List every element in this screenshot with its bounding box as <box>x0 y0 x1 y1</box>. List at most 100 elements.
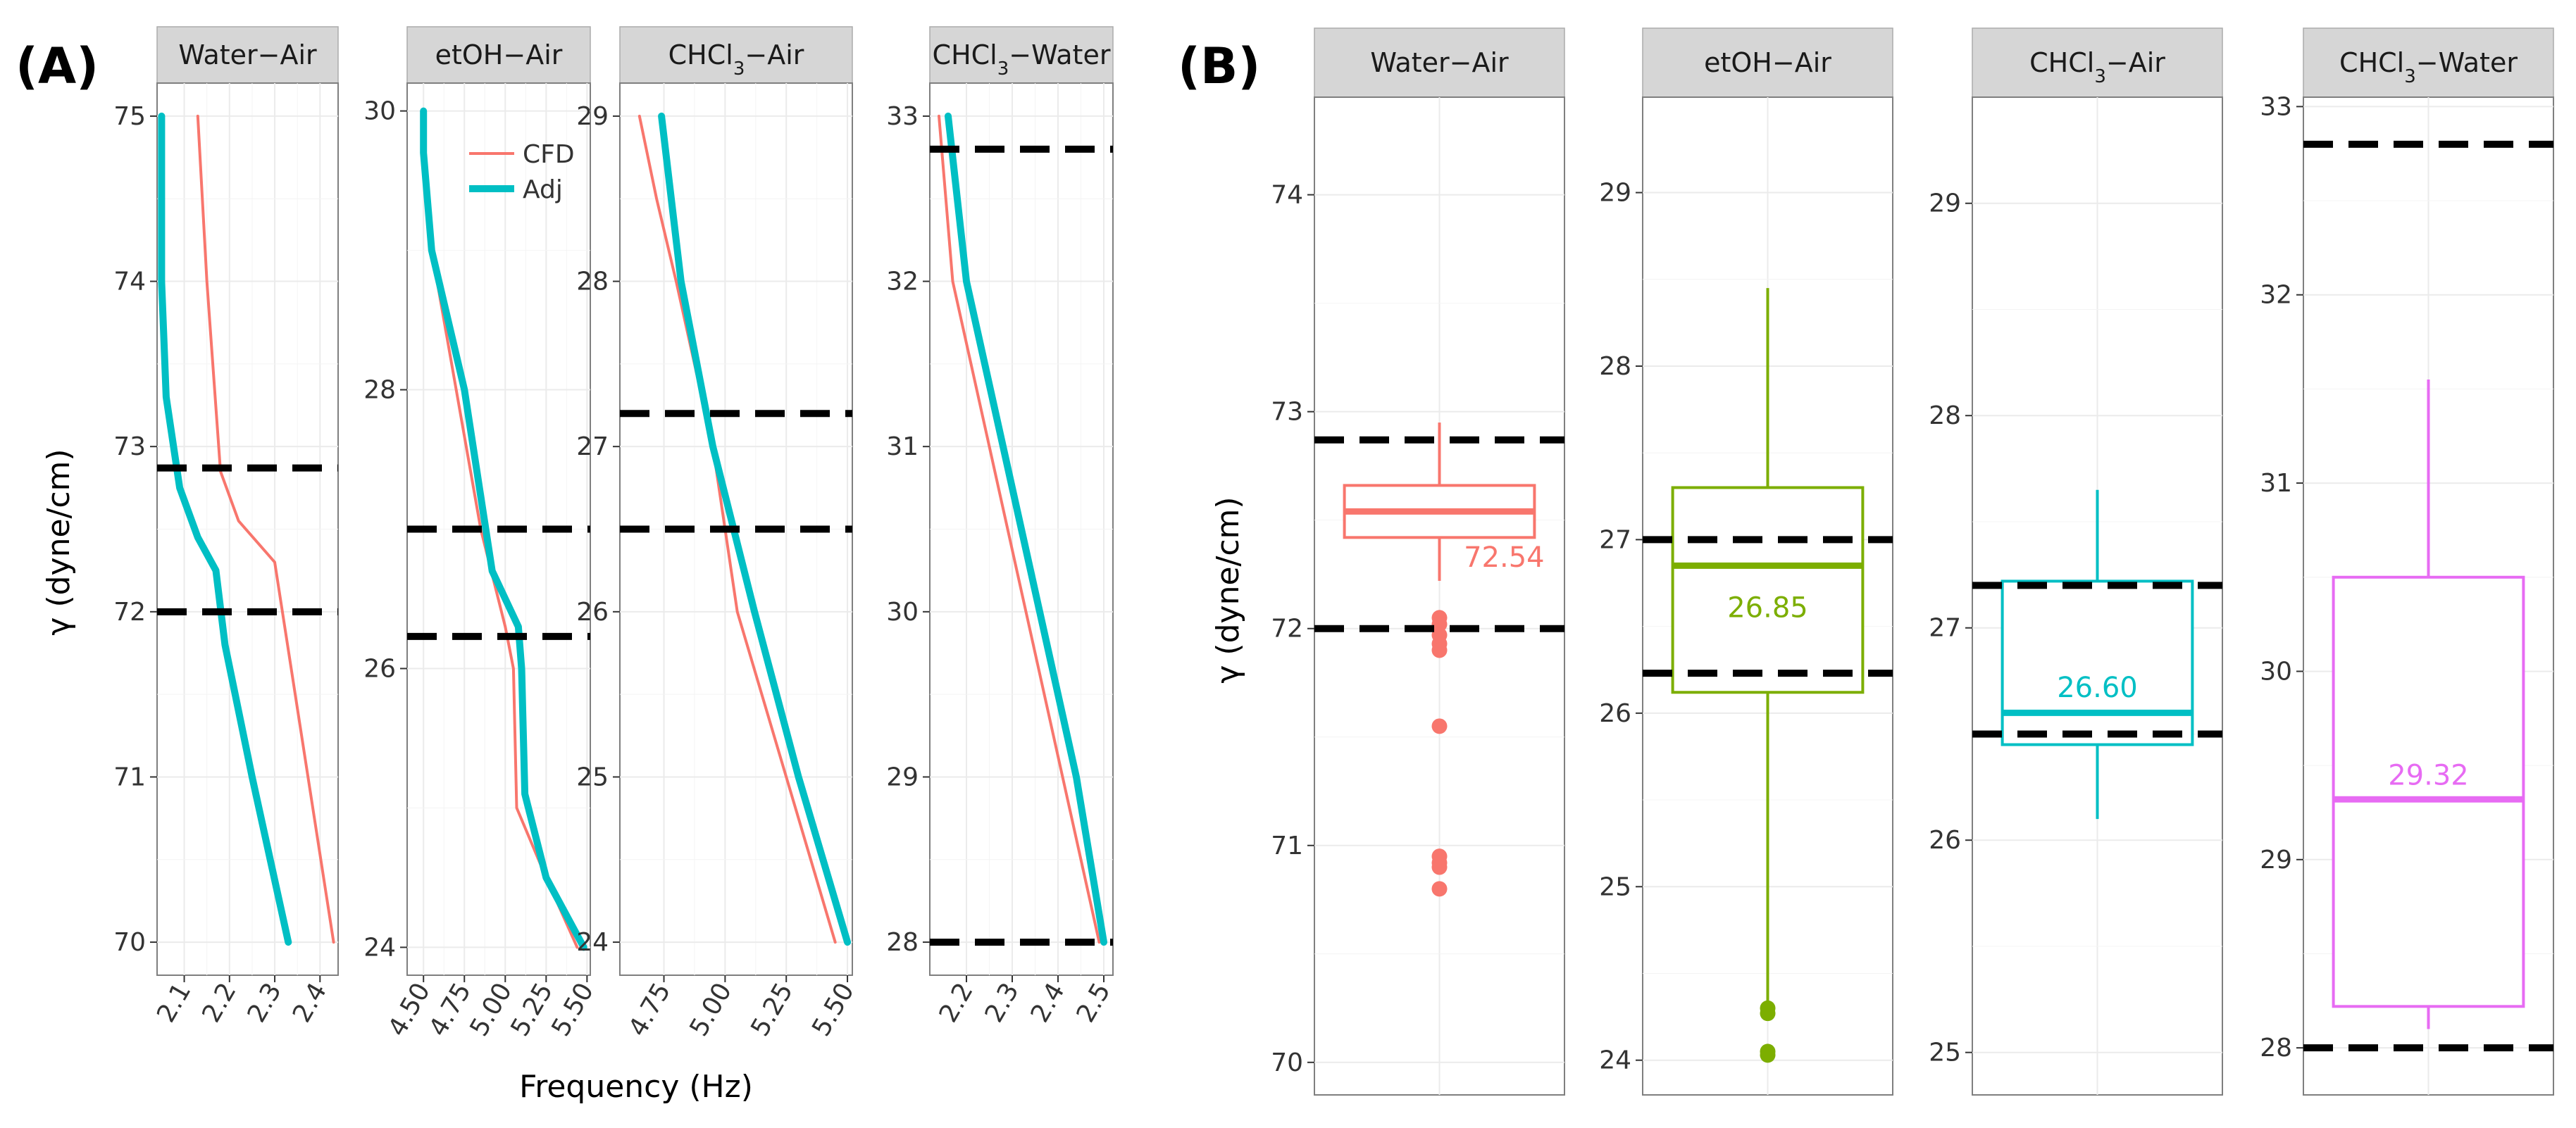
panel-letter-a: (A) <box>15 37 99 95</box>
panel-b-facet-3-strip-main: CHCl <box>2029 47 2094 78</box>
panel-a-facet-3-strip-label: CHCl3−Air <box>668 39 804 80</box>
panel-a-facet-1-y-tick-label: 75 <box>113 102 146 131</box>
panel-b-facet-2-y-tick-label: 24 <box>1599 1046 1631 1075</box>
panel-a-facet-3-y-tick-label: 26 <box>576 598 609 627</box>
panel-a-facet-4-y-tick-label: 30 <box>886 598 919 627</box>
panel-a-facet-4-series-line-adj <box>945 112 1107 946</box>
panel-b-y-axis-title: γ (dyne/cm) <box>1210 496 1246 683</box>
panel-b-facet-4-strip-label: CHCl3−Water <box>2339 47 2518 87</box>
panel-b-facet-1-y-tick-label: 74 <box>1271 181 1303 210</box>
panel-b-facet-4-median-value-label: 29.32 <box>2388 759 2469 791</box>
panel-a-facet-4-y-tick-label: 28 <box>886 928 919 957</box>
panel-b-facet-2-strip-label: etOH−Air <box>1704 47 1831 78</box>
panel-a-facet-3-strip-sub: 3 <box>733 58 745 80</box>
panel-b-facet-2-outlier-point <box>1760 1005 1776 1022</box>
panel-a-facet-2-y-tick-label: 26 <box>363 654 396 683</box>
panel-a-facet-1-series-line-cfd <box>196 114 335 944</box>
panel-a-facet-1-series-line-adj <box>158 112 292 946</box>
panel-a-facet-1-y-tick-label: 71 <box>113 763 146 791</box>
panel-b-facet-2-box <box>1671 486 1865 694</box>
panel-b-facet-2-strip-bg <box>1642 27 1893 98</box>
panel-a-facet-3-y-tick-label: 28 <box>576 268 609 296</box>
panel-b-facet-1-y-tick-label: 73 <box>1271 398 1303 427</box>
panel-a-y-axis-title: γ (dyne/cm) <box>41 449 77 635</box>
panel-a-facet-4-series-line-cfd <box>938 114 1101 944</box>
panel-b-facet-2-y-tick-label: 27 <box>1599 525 1631 554</box>
panel-b-facet-4-y-tick-label: 33 <box>2260 92 2292 121</box>
panel-a-facet-3-y-tick-label: 24 <box>576 928 609 957</box>
panel-a-facet-4-strip-main: CHCl <box>933 39 997 70</box>
panel-a-facet-4-strip-label: CHCl3−Water <box>933 39 1111 80</box>
panel-b-facet-1-outlier-point <box>1431 718 1448 734</box>
panel-a-facet-1-y-tick-label: 74 <box>113 268 146 296</box>
panel-b-facet-2-y-tick-label: 26 <box>1599 699 1631 728</box>
panel-b-facet-3-y-tick-label: 26 <box>1929 826 1961 855</box>
panel-a-facet-4-y-tick-label: 32 <box>886 268 919 296</box>
panel-a-facet-2-y-tick-label: 24 <box>363 933 396 962</box>
panel-b-facet-3-strip-bg <box>1972 27 2223 98</box>
panel-a-facet-3-y-tick-label: 25 <box>576 763 609 791</box>
panel-a-facet-3-y-tick-label: 27 <box>576 432 609 461</box>
panel-a-facet-1-y-tick-label: 73 <box>113 432 146 461</box>
panel-b-facet-1-strip-main: Water−Air <box>1370 47 1509 78</box>
panel-b-facet-4-box <box>2332 575 2525 1008</box>
panel-b-facet-1-y-tick-label: 71 <box>1271 832 1303 860</box>
panel-a-facet-1-y-tick-label: 72 <box>113 598 146 627</box>
panel-b-facet-1-outlier-point <box>1431 642 1448 658</box>
panel-b-facet-1-outlier-point <box>1431 859 1448 875</box>
panel-a-facet-3-strip-rest: −Air <box>745 39 804 70</box>
panel-a-facet-4-y-tick-label: 29 <box>886 763 919 791</box>
panel-b-facet-1-outlier-point <box>1431 616 1448 632</box>
panel-a-facet-2-strip-main: etOH−Air <box>435 39 563 70</box>
panel-b-facet-4-strip-sub: 3 <box>2404 66 2416 87</box>
panel-a-facet-4-y-tick-label: 31 <box>886 432 919 461</box>
panel-a-facet-4-strip-sub: 3 <box>997 58 1009 80</box>
panel-a-facet-4-strip-bg <box>929 26 1114 84</box>
panel-a-legend-label-cfd: CFD <box>523 140 575 169</box>
panel-b-facet-2-y-tick-label: 25 <box>1599 872 1631 901</box>
panel-b-facet-4: CHCl3−Water 29.32 28 29 30 31 32 33 <box>2260 27 2554 1096</box>
panel-letter-b: (B) <box>1178 37 1260 95</box>
panel-b-facet-3-y-tick-label: 28 <box>1929 401 1961 430</box>
panel-a-facet-1-strip-label: Water−Air <box>178 39 317 70</box>
panel-b-facet-1-outlier-point <box>1431 881 1448 897</box>
panel-a-facet-2-strip-label: etOH−Air <box>435 39 563 70</box>
panel-a-facet-4-y-tick-label: 33 <box>886 102 919 131</box>
panel-b-facet-3: CHCl3−Air 26.60 25 26 27 28 29 <box>1929 27 2223 1096</box>
panel-b-facet-4-y-tick-label: 28 <box>2260 1034 2292 1063</box>
panel-b-facet-2-y-tick-label: 28 <box>1599 352 1631 381</box>
panel-b-facet-4-strip-main: CHCl <box>2339 47 2404 78</box>
panel-a-legend-label-adj: Adj <box>523 175 563 204</box>
panel-b-facet-1: Water−Air 72.54 70 71 72 73 74 <box>1271 27 1565 1096</box>
panel-a-legend: CFD Adj <box>469 140 575 204</box>
panel-b-facet-4-strip-bg <box>2303 27 2554 98</box>
panel-b-facet-3-strip-label: CHCl3−Air <box>2029 47 2165 87</box>
panel-b-facet-1-median-value-label: 72.54 <box>1464 541 1545 574</box>
panel-b-facet-2-median-value-label: 26.85 <box>1727 592 1808 625</box>
panel-b-facet-3-strip-rest: −Air <box>2106 47 2165 78</box>
panel-b-facet-4-y-tick-label: 31 <box>2260 469 2292 498</box>
panel-b-facet-2-outlier-point <box>1760 1047 1776 1063</box>
panel-b-facet-3-strip-sub: 3 <box>2094 66 2106 87</box>
panel-b-facet-4-y-tick-label: 32 <box>2260 281 2292 310</box>
panel-a-x-axis-title: Frequency (Hz) <box>519 1069 753 1105</box>
panel-b-facet-3-box <box>2001 579 2194 746</box>
panel-b-facet-4-y-tick-label: 30 <box>2260 657 2292 686</box>
panel-b-facet-4-y-tick-label: 29 <box>2260 846 2292 875</box>
panel-a-facet-3-y-tick-label: 29 <box>576 102 609 131</box>
panel-a-facet-2-y-tick-label: 30 <box>363 97 396 126</box>
panel-a-facet-1-y-tick-label: 70 <box>113 928 146 957</box>
panel-b-facet-1-y-tick-label: 72 <box>1271 615 1303 644</box>
panel-b-facet-3-y-tick-label: 27 <box>1929 614 1961 643</box>
panel-b-facet-2: etOH−Air 26.85 24 25 26 27 28 29 <box>1599 27 1893 1096</box>
panel-a-facet-2-strip-bg <box>406 26 591 84</box>
panel-a-facet-4-strip-rest: −Water <box>1009 39 1111 70</box>
panel-b-facet-3-y-tick-label: 25 <box>1929 1039 1961 1067</box>
panel-b-facet-4-strip-rest: −Water <box>2416 47 2518 78</box>
panel-b-facet-2-strip-main: etOH−Air <box>1704 47 1831 78</box>
